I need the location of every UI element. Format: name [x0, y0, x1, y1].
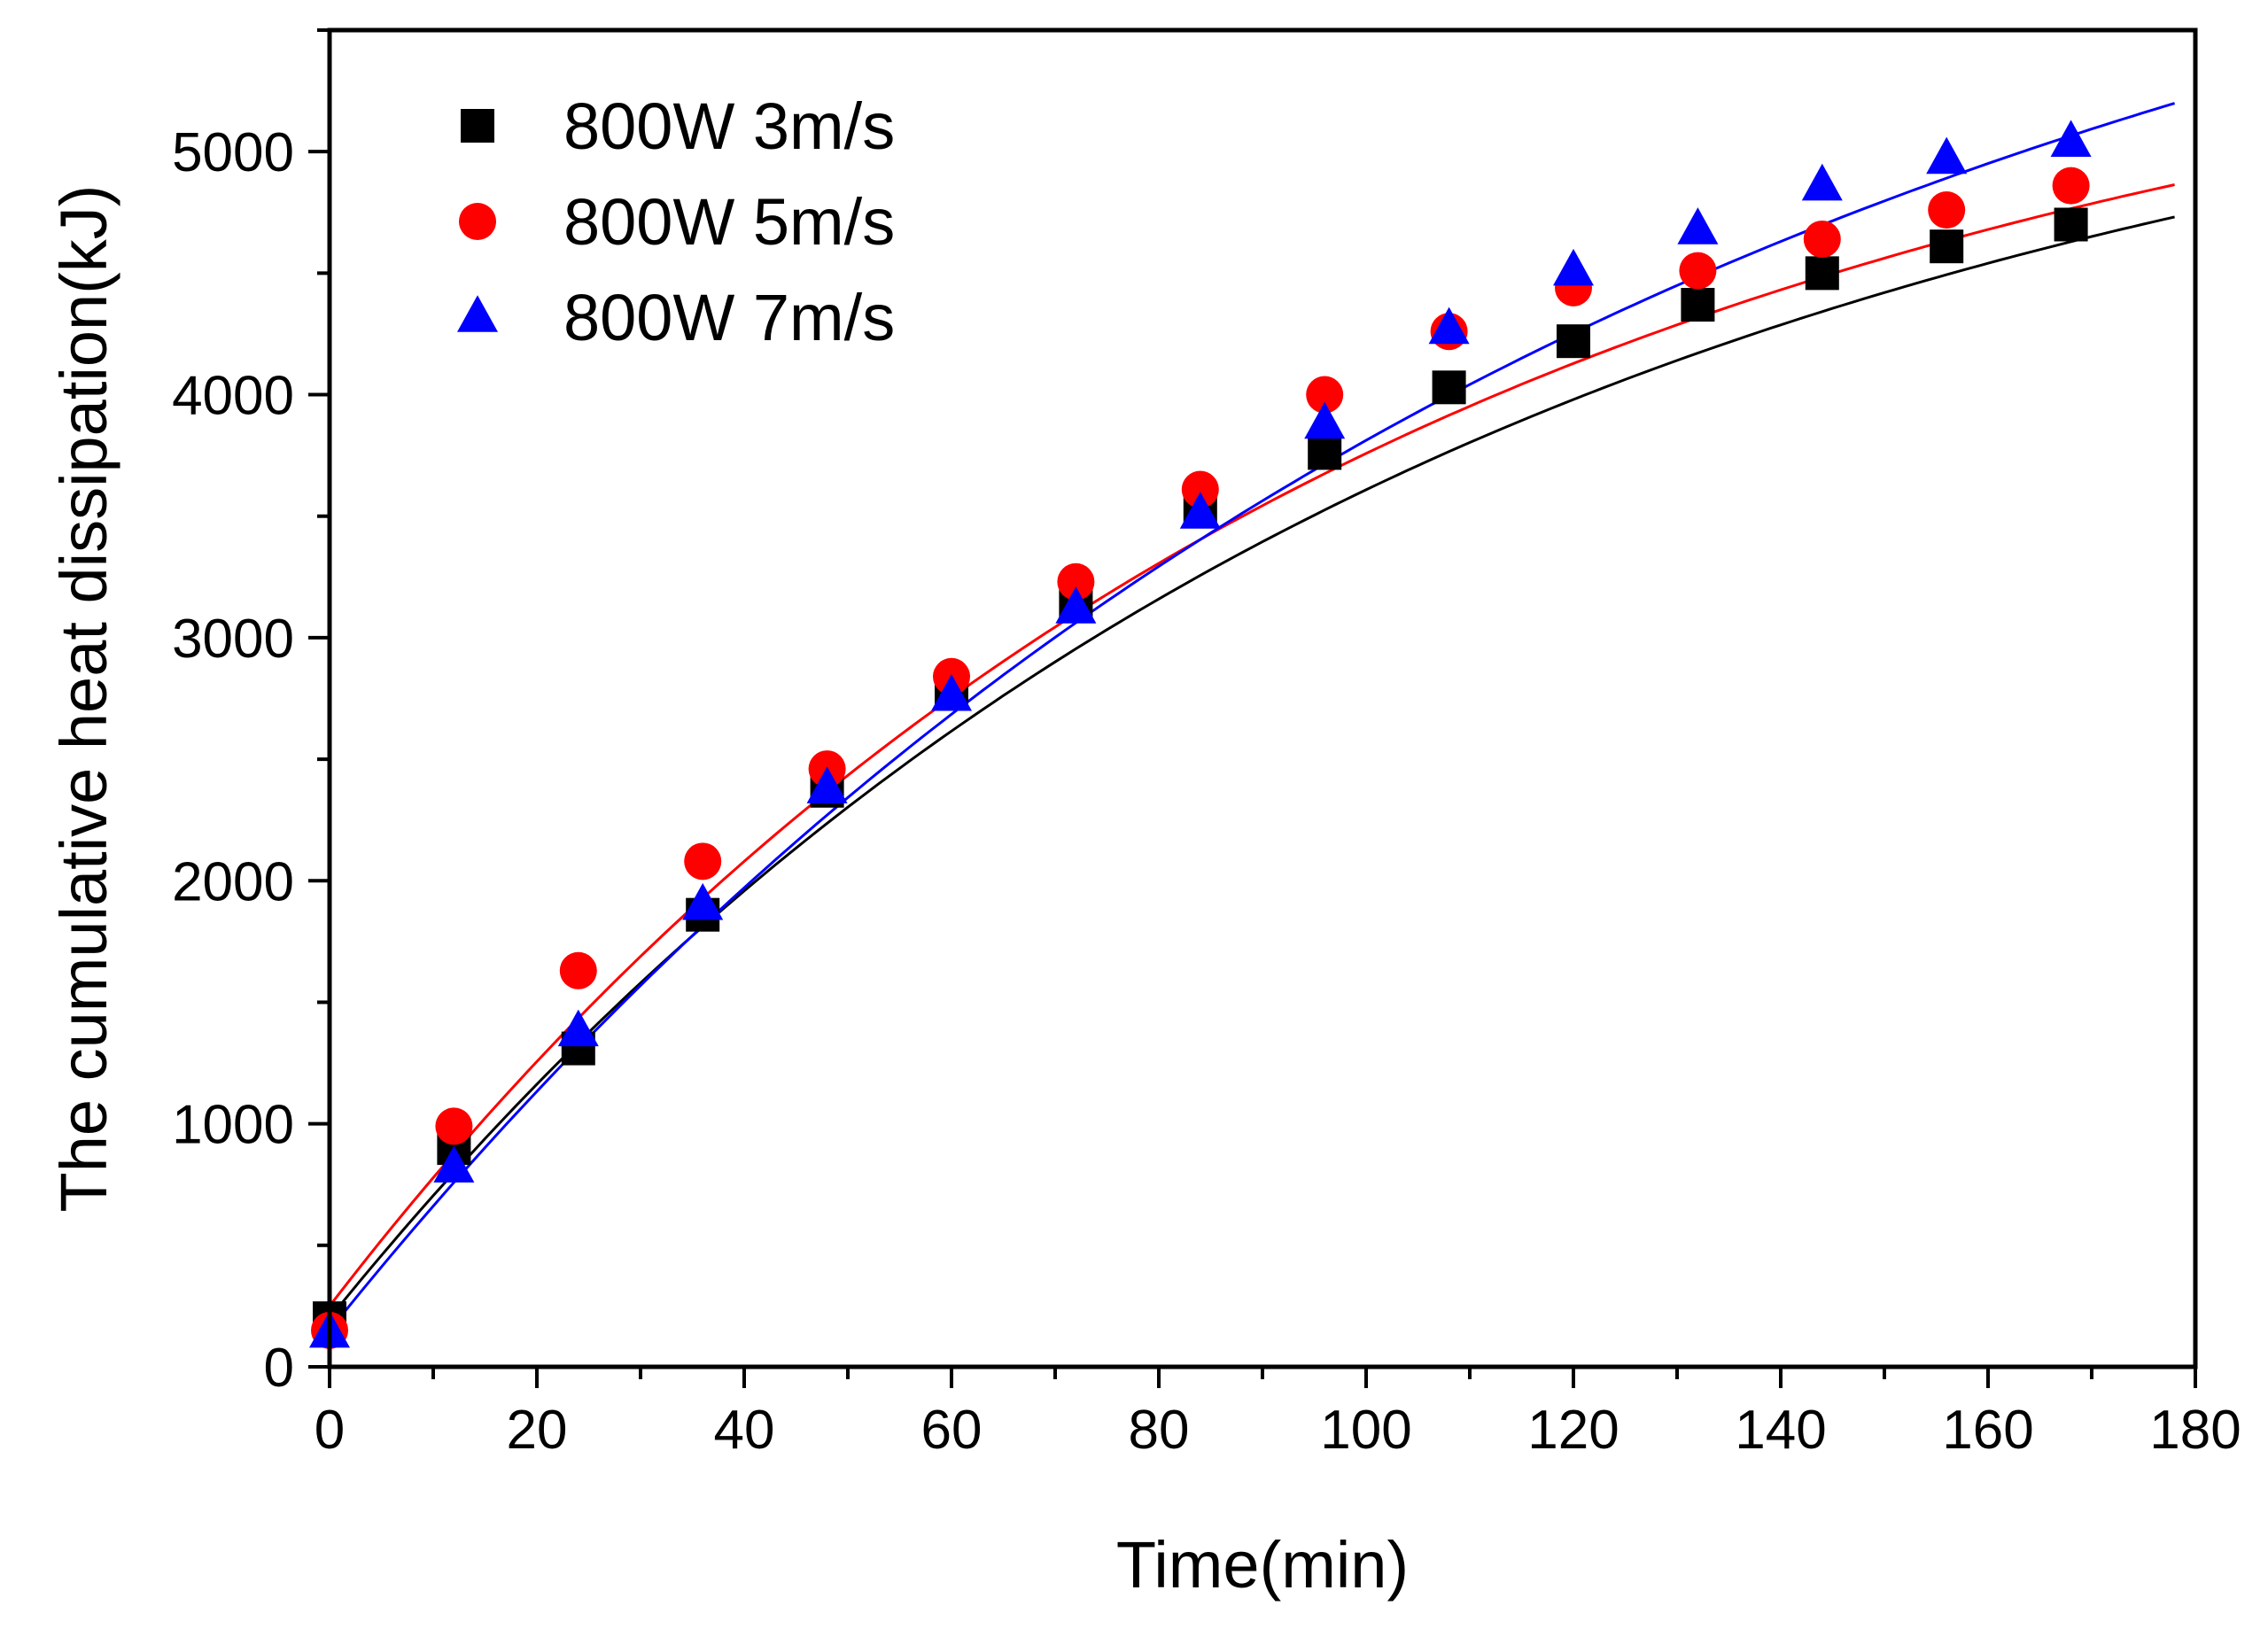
data-point-square [1557, 324, 1590, 359]
data-point-circle [1306, 376, 1344, 414]
data-point-circle [1057, 562, 1095, 601]
data-point-circle [1181, 470, 1219, 508]
data-point-circle [684, 842, 722, 881]
x-tick-label: 140 [1735, 1400, 1826, 1461]
y-tick-label: 4000 [172, 366, 294, 427]
y-tick-label: 3000 [172, 609, 294, 670]
fit-line-triangle [328, 102, 2176, 1331]
x-axis: 0 20 40 60 80 100 120 140 160 180 [315, 1367, 2241, 1461]
data-point-triangle [1304, 401, 1346, 439]
legend-label: 800W 5m/s [563, 185, 895, 259]
data-point-triangle [1553, 248, 1594, 286]
x-tick-label: 60 [921, 1400, 983, 1461]
y-axis-title: The cumulative heat dissipation(kJ) [47, 185, 120, 1213]
data-point-circle [1679, 252, 1717, 290]
x-tick-label: 120 [1527, 1400, 1619, 1461]
data-point-triangle [2050, 120, 2092, 158]
data-point-triangle [1926, 136, 1968, 175]
x-tick-label: 0 [315, 1400, 345, 1461]
data-point-square [1930, 229, 1964, 264]
x-tick-label: 100 [1320, 1400, 1411, 1461]
data-point-circle [1803, 220, 1841, 258]
data-point-triangle [1428, 306, 1470, 345]
data-point-circle [1928, 191, 1966, 229]
data-point-triangle [557, 1009, 599, 1047]
x-tick-label: 20 [507, 1400, 568, 1461]
legend-label: 800W 3m/s [563, 89, 895, 163]
y-tick-label: 2000 [172, 851, 294, 912]
x-tick-label: 40 [714, 1400, 775, 1461]
data-point-triangle [1055, 586, 1097, 624]
y-axis: 0 1000 2000 3000 4000 5000 [172, 28, 330, 1399]
legend-marker-circle [459, 203, 496, 240]
data-point-square [1432, 370, 1466, 405]
data-point-triangle [1801, 163, 1843, 201]
legend-marker-square [461, 109, 494, 143]
legend-marker-triangle [457, 295, 498, 332]
data-point-circle [435, 1107, 473, 1145]
data-point-triangle [1179, 492, 1221, 529]
data-point-circle [559, 951, 597, 989]
data-point-triangle [1677, 207, 1719, 244]
y-tick-label: 1000 [172, 1095, 294, 1156]
legend-label: 800W 7m/s [563, 281, 895, 354]
data-point-triangle [931, 673, 972, 711]
plot-layer [309, 102, 2176, 1349]
data-point-circle [2052, 167, 2090, 205]
x-tick-label: 180 [2149, 1400, 2241, 1461]
data-point-square [1308, 436, 1342, 470]
x-tick-label: 80 [1129, 1400, 1190, 1461]
data-point-triangle [682, 882, 724, 920]
fit-line-square [328, 215, 2175, 1320]
data-point-square [2054, 207, 2088, 242]
data-point-square [1681, 288, 1715, 322]
x-axis-title: Time(min) [1116, 1528, 1409, 1602]
legend: 800W 3m/s 800W 5m/s 800W 7m/s [457, 89, 895, 354]
data-point-triangle [433, 1145, 475, 1183]
data-point-triangle [806, 766, 848, 803]
data-point-square [1805, 256, 1839, 291]
y-tick-label: 5000 [172, 122, 294, 183]
fit-line-circle [328, 183, 2175, 1307]
y-tick-label: 0 [264, 1338, 294, 1399]
x-tick-label: 160 [1942, 1400, 2033, 1461]
